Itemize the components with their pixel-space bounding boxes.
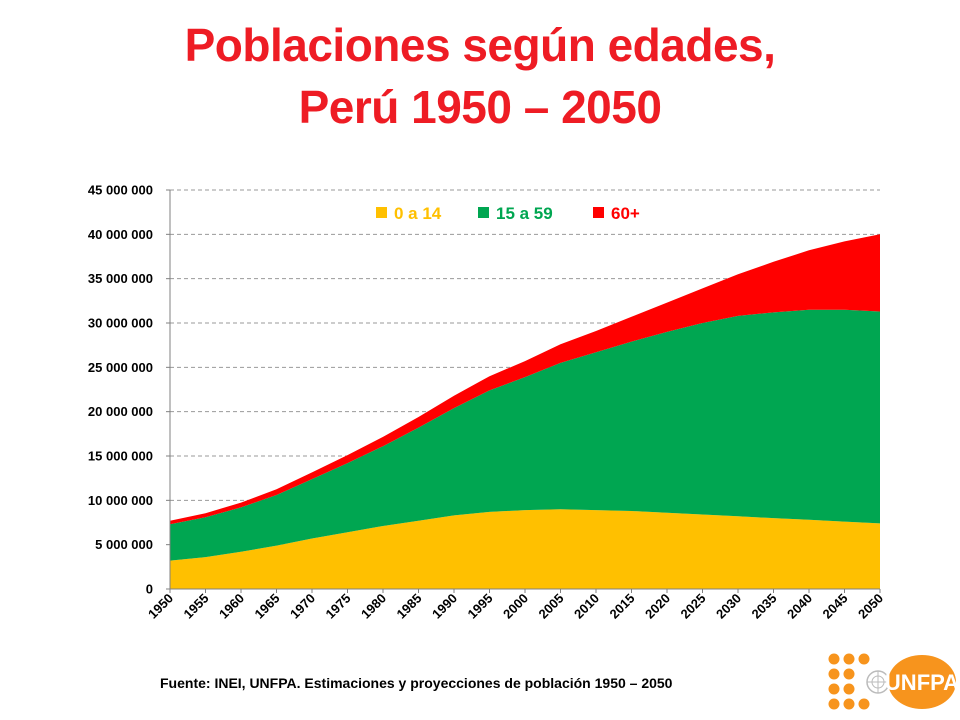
x-tick-label: 1965: [252, 591, 283, 622]
y-tick-label: 10 000 000: [88, 493, 153, 508]
y-tick-label: 20 000 000: [88, 404, 153, 419]
logo-dot: [828, 668, 840, 680]
y-tick-label: 45 000 000: [88, 183, 153, 198]
x-tick-label: 2050: [855, 591, 886, 622]
y-tick-label: 0: [146, 582, 153, 597]
logo-dots-icon: [828, 653, 870, 710]
x-tick-label: 1975: [323, 591, 354, 622]
logo-dot: [858, 698, 870, 710]
unfpa-logo: UNFPA: [828, 653, 956, 710]
x-tick-label: 1955: [181, 591, 212, 622]
x-tick-label: 2005: [536, 591, 567, 622]
logo-dot: [828, 653, 840, 665]
x-tick-label: 2040: [784, 591, 815, 622]
legend-label: 15 a 59: [496, 204, 553, 223]
legend-swatch: [478, 207, 489, 218]
area-0-a-14: [170, 509, 880, 589]
x-tick-label: 2000: [500, 591, 531, 622]
x-tick-label: 2025: [678, 591, 709, 622]
y-tick-label: 30 000 000: [88, 316, 153, 331]
logo-dot: [843, 653, 855, 665]
x-tick-label: 2045: [820, 591, 851, 622]
logo-dot: [828, 683, 840, 695]
logo-dot: [843, 683, 855, 695]
logo-text: UNFPA: [885, 670, 956, 695]
legend-swatch: [593, 207, 604, 218]
y-tick-label: 25 000 000: [88, 360, 153, 375]
y-tick-label: 35 000 000: [88, 271, 153, 286]
y-axis-ticks: 0 5 000 000 10 000 000 15 000 000 20 000 000…: [88, 183, 170, 597]
x-tick-label: 2015: [607, 591, 638, 622]
y-tick-label: 15 000 000: [88, 449, 153, 464]
source-note: Fuente: INEI, UNFPA. Estimaciones y proy…: [160, 675, 673, 691]
logo-dot: [843, 698, 855, 710]
x-tick-label: 2035: [749, 591, 780, 622]
logo-badge: [888, 655, 956, 709]
legend-swatch: [376, 207, 387, 218]
legend: 0 a 14 15 a 59 60+: [376, 204, 640, 223]
page-title: Poblaciones según edades, Perú 1950 – 20…: [0, 14, 960, 138]
x-tick-label: 1990: [429, 591, 460, 622]
title-line-2: Perú 1950 – 2050: [298, 81, 662, 133]
y-tick-label: 40 000 000: [88, 227, 153, 242]
logo-dot: [858, 653, 870, 665]
x-tick-label: 1980: [358, 591, 389, 622]
area-series: [170, 234, 880, 589]
y-tick-label: 5 000 000: [95, 537, 153, 552]
legend-label: 60+: [611, 204, 640, 223]
x-axis-ticks: 1950 1955 1960 1965 1970 1975 1980 1985 1990 1995…: [145, 589, 886, 622]
x-tick-label: 2030: [713, 591, 744, 622]
x-tick-label: 2010: [571, 591, 602, 622]
x-tick-label: 1995: [465, 591, 496, 622]
logo-dot: [828, 698, 840, 710]
legend-label: 0 a 14: [394, 204, 442, 223]
x-tick-label: 1960: [216, 591, 247, 622]
x-tick-label: 1970: [287, 591, 318, 622]
area-60plus: [170, 234, 880, 525]
x-tick-label: 2020: [642, 591, 673, 622]
x-tick-label: 1985: [394, 591, 425, 622]
title-line-1: Poblaciones según edades,: [184, 19, 776, 71]
area-15-a-59: [170, 309, 880, 561]
logo-dot: [843, 668, 855, 680]
